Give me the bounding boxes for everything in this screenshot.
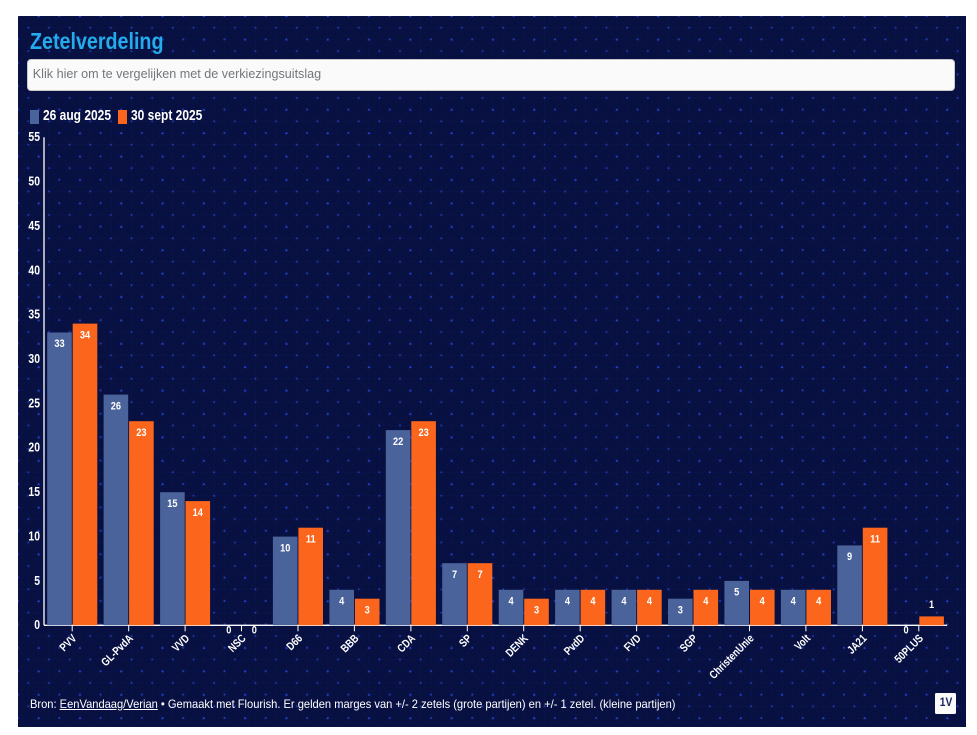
svg-text:CDA: CDA: [396, 632, 419, 655]
svg-text:10: 10: [28, 529, 40, 543]
svg-text:23: 23: [136, 427, 146, 439]
svg-text:55: 55: [28, 130, 40, 144]
svg-text:23: 23: [418, 427, 428, 439]
svg-text:4: 4: [508, 596, 513, 608]
svg-text:Volt: Volt: [793, 632, 814, 653]
svg-text:9: 9: [847, 551, 852, 563]
svg-text:7: 7: [452, 569, 457, 581]
svg-text:BBB: BBB: [339, 632, 362, 655]
svg-text:4: 4: [791, 596, 796, 608]
svg-text:JA21: JA21: [846, 633, 870, 657]
svg-text:PvdD: PvdD: [562, 632, 588, 658]
svg-text:11: 11: [870, 534, 880, 546]
svg-text:4: 4: [621, 596, 626, 608]
svg-text:11: 11: [306, 534, 316, 546]
svg-text:4: 4: [339, 596, 344, 608]
svg-text:40: 40: [28, 263, 40, 277]
svg-text:20: 20: [28, 441, 40, 455]
svg-text:GL-PvdA: GL-PvdA: [100, 632, 137, 669]
svg-text:25: 25: [28, 396, 40, 410]
svg-text:15: 15: [167, 498, 177, 510]
svg-text:33: 33: [54, 338, 64, 350]
svg-text:0: 0: [252, 625, 257, 637]
svg-text:0: 0: [226, 625, 231, 637]
svg-text:4: 4: [816, 596, 821, 608]
svg-text:0: 0: [34, 618, 40, 632]
svg-text:SGP: SGP: [678, 633, 700, 655]
svg-text:0: 0: [904, 625, 909, 637]
svg-text:14: 14: [193, 507, 203, 519]
svg-text:22: 22: [393, 436, 403, 448]
svg-text:15: 15: [28, 485, 40, 499]
svg-text:4: 4: [647, 596, 652, 608]
svg-text:5: 5: [34, 574, 40, 588]
svg-text:50: 50: [28, 175, 40, 189]
svg-text:PVV: PVV: [58, 633, 80, 655]
svg-text:4: 4: [565, 596, 570, 608]
svg-text:34: 34: [80, 330, 90, 342]
svg-text:10: 10: [280, 543, 290, 555]
svg-text:3: 3: [678, 605, 683, 617]
svg-text:VVD: VVD: [170, 632, 192, 654]
svg-text:D66: D66: [285, 633, 306, 654]
svg-text:50PLUS: 50PLUS: [893, 633, 926, 666]
svg-text:3: 3: [534, 605, 539, 617]
svg-text:30: 30: [28, 352, 40, 366]
svg-text:ChristenUnie: ChristenUnie: [708, 633, 757, 682]
svg-text:4: 4: [703, 596, 708, 608]
svg-text:45: 45: [28, 219, 40, 233]
svg-text:26: 26: [111, 401, 121, 413]
svg-text:3: 3: [365, 605, 370, 617]
svg-text:4: 4: [760, 596, 765, 608]
svg-text:7: 7: [477, 569, 482, 581]
svg-text:SP: SP: [457, 633, 474, 650]
svg-text:DENK: DENK: [504, 632, 531, 659]
svg-text:FVD: FVD: [622, 632, 644, 654]
svg-text:5: 5: [734, 587, 739, 599]
svg-text:4: 4: [590, 596, 595, 608]
svg-text:1: 1: [929, 599, 934, 611]
svg-text:35: 35: [28, 308, 40, 322]
